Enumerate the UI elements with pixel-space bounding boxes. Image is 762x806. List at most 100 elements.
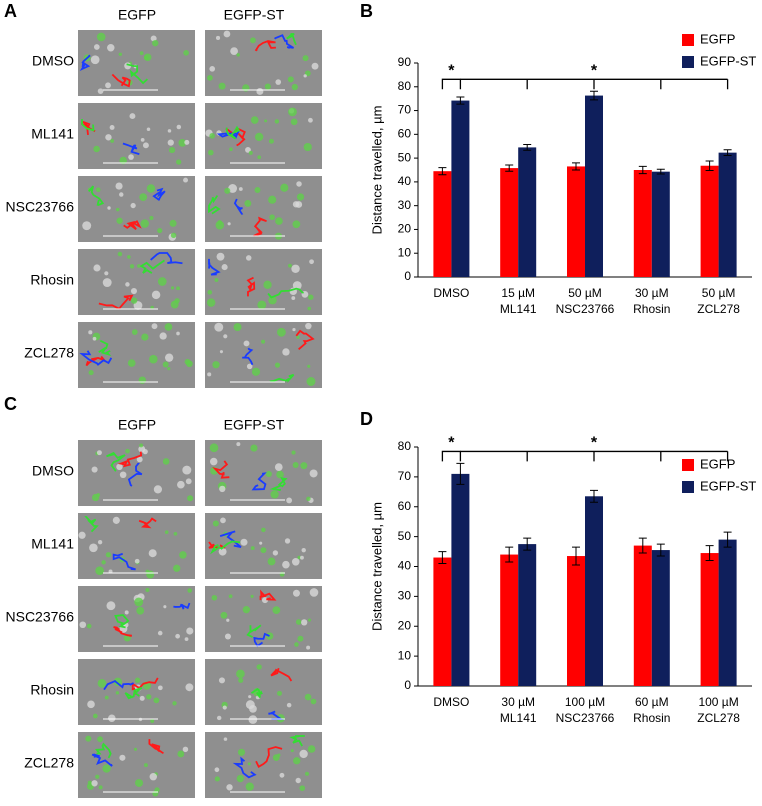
cell xyxy=(290,118,298,126)
cell xyxy=(118,52,123,57)
track xyxy=(127,462,143,487)
cell xyxy=(98,785,103,790)
cell xyxy=(299,749,308,759)
cell xyxy=(309,259,314,265)
cell xyxy=(274,362,281,368)
cell xyxy=(257,300,267,310)
track xyxy=(219,530,242,548)
cell xyxy=(134,597,144,607)
y-tick-label: 80 xyxy=(398,439,412,453)
cell xyxy=(216,715,222,721)
cell xyxy=(108,714,116,722)
cell xyxy=(247,762,251,766)
cell xyxy=(245,782,254,791)
track xyxy=(79,54,91,71)
track xyxy=(138,517,157,529)
cell xyxy=(97,679,107,688)
cell xyxy=(175,633,180,639)
track xyxy=(269,373,295,383)
cell xyxy=(310,698,317,705)
track xyxy=(124,686,143,700)
error-bar xyxy=(590,489,598,503)
cell xyxy=(306,645,311,650)
cell xyxy=(95,774,100,779)
cell xyxy=(139,51,144,56)
cell xyxy=(150,35,157,42)
cell xyxy=(226,784,233,791)
cell xyxy=(214,767,220,773)
y-tick-label: 50 xyxy=(398,529,412,543)
cell xyxy=(129,264,135,269)
cell xyxy=(184,139,190,145)
cell xyxy=(149,215,154,221)
cell xyxy=(209,132,215,139)
cell xyxy=(187,588,192,593)
cell xyxy=(131,329,138,335)
legend-label: EGFP-ST xyxy=(700,478,756,493)
cell xyxy=(87,780,92,785)
cell xyxy=(212,361,220,369)
error-bar xyxy=(505,546,514,563)
cell xyxy=(209,457,218,466)
cell xyxy=(146,127,151,132)
cell xyxy=(272,550,279,556)
cell xyxy=(185,683,194,692)
cell xyxy=(115,691,120,695)
cell xyxy=(151,323,158,330)
cell xyxy=(140,138,145,142)
cell xyxy=(250,546,255,551)
cell xyxy=(140,219,149,228)
cell xyxy=(176,124,182,130)
track xyxy=(173,602,191,610)
cell xyxy=(105,552,112,558)
cell xyxy=(170,232,177,239)
cell xyxy=(215,220,225,230)
y-tick-label: 80 xyxy=(398,79,412,93)
cell xyxy=(214,322,224,332)
cell xyxy=(293,757,301,765)
y-tick-label: 50 xyxy=(398,150,412,164)
cell xyxy=(173,531,178,536)
error-bar xyxy=(456,462,465,485)
cell xyxy=(237,748,246,756)
track xyxy=(225,125,241,140)
micrograph xyxy=(78,103,195,169)
cell xyxy=(97,736,103,743)
cell xyxy=(184,637,189,641)
cell xyxy=(245,147,251,153)
cell xyxy=(186,360,193,368)
bar xyxy=(518,544,537,686)
track xyxy=(114,614,130,629)
cell xyxy=(182,465,192,475)
track xyxy=(208,541,226,549)
bar xyxy=(518,147,537,277)
cell xyxy=(102,278,112,288)
y-tick-label: 60 xyxy=(398,127,412,141)
cell xyxy=(307,364,311,368)
y-tick-label: 0 xyxy=(404,269,411,283)
cell xyxy=(295,619,302,625)
cell xyxy=(91,466,98,473)
cell xyxy=(105,134,112,141)
track xyxy=(111,73,131,88)
y-tick-label: 20 xyxy=(398,222,412,236)
track xyxy=(208,195,221,215)
track xyxy=(79,350,113,366)
bar xyxy=(585,95,603,277)
cell xyxy=(170,300,179,309)
cell xyxy=(260,547,267,554)
bar xyxy=(718,539,737,686)
cell xyxy=(308,117,313,123)
cell xyxy=(138,376,147,384)
cell xyxy=(163,605,167,609)
cell xyxy=(291,557,300,566)
cell xyxy=(108,569,113,574)
cell xyxy=(139,443,144,448)
cell xyxy=(244,199,252,207)
cell xyxy=(236,774,245,783)
significance: * xyxy=(448,435,455,452)
cell xyxy=(309,588,319,597)
cell xyxy=(157,685,163,691)
cell xyxy=(307,618,312,622)
x-tick-label: NSC23766 xyxy=(556,302,615,316)
